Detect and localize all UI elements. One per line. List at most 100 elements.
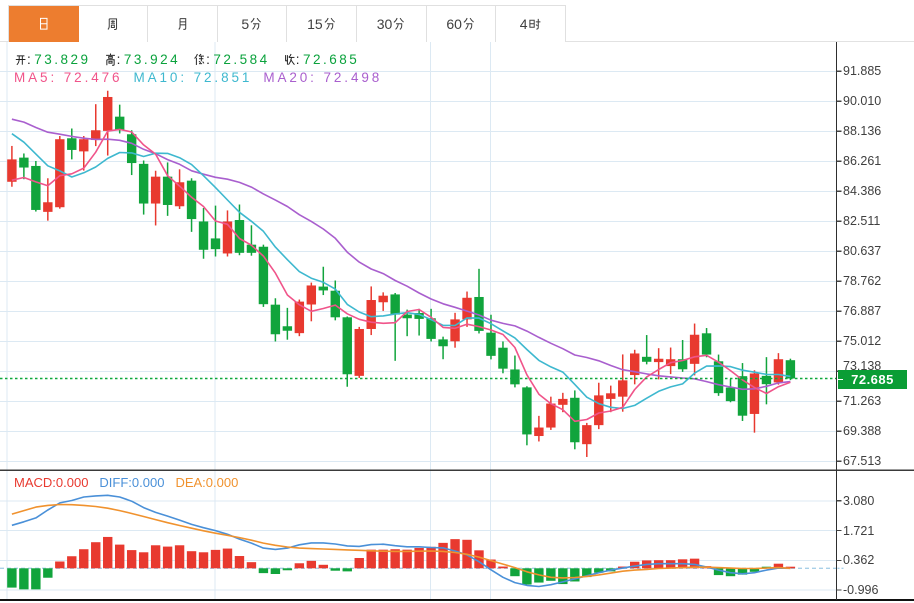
candle-body: [258, 246, 269, 305]
candle-body: [558, 398, 568, 405]
candle-body: [294, 301, 305, 334]
macd-hist-bar: [546, 568, 556, 581]
macd-hist-bar: [162, 546, 173, 569]
cjk-glyph: [39, 18, 48, 30]
ohlc-legend-item: :73.829: [14, 52, 91, 67]
tab-week[interactable]: [78, 6, 149, 42]
macd-hist-bar: [198, 552, 209, 569]
cjk-glyph: [15, 55, 26, 66]
candle-body: [55, 139, 65, 208]
candle-body: [186, 180, 197, 220]
macd-hist-bar: [174, 545, 185, 569]
candle-body: [438, 339, 448, 347]
ma-legend: MA5: 72.476 MA10: 72.851 MA20: 72.498: [14, 70, 382, 85]
tab-5min[interactable]: 5: [217, 6, 288, 42]
tab-day[interactable]: [9, 6, 79, 42]
macd-hist-bar: [773, 563, 784, 569]
macd-hist-bar: [79, 549, 89, 569]
dea-line: [11, 503, 791, 579]
price-axis-label: 80.637: [843, 244, 882, 259]
macd-hist-bar: [138, 552, 149, 569]
candle-body: [402, 314, 412, 319]
candle-body: [138, 163, 149, 204]
current-price-badge: 72.685: [838, 370, 907, 389]
candle-body: [222, 221, 233, 254]
macd-hist-bar: [450, 539, 460, 569]
price-axis-label: 75.012: [843, 334, 882, 349]
price-axis-label: 86.261: [843, 154, 882, 169]
macd-axis-label: 3.080: [843, 493, 875, 508]
candle-body: [701, 333, 712, 355]
macd-hist-bar: [749, 568, 760, 572]
candle-body: [114, 116, 125, 131]
candle-body: [582, 425, 592, 445]
tab-4hour[interactable]: 4: [496, 6, 566, 42]
cjk-glyph: [178, 18, 186, 31]
macd-hist-bar: [510, 568, 520, 577]
badge-tick: [838, 378, 843, 380]
macd-hist-bar: [150, 545, 161, 569]
ohlc-legend-value: 73.924: [123, 52, 181, 67]
macd-hist-bar: [126, 550, 137, 569]
candle-body: [79, 139, 89, 152]
ma-legend-item: MA5: 72.476: [14, 70, 123, 85]
macd-hist-bar: [582, 568, 592, 578]
macd-hist-bar: [486, 559, 496, 569]
candle-body: [725, 387, 736, 402]
candle-body: [713, 361, 724, 394]
price-axis-label: 71.263: [843, 394, 882, 409]
candle-body: [31, 165, 41, 210]
candle-body: [594, 395, 604, 426]
macd-hist-bar: [306, 560, 317, 569]
ohlc-legend-value: 73.829: [34, 52, 91, 67]
macd-hist-bar: [737, 568, 748, 575]
price-axis-label: 91.885: [843, 64, 882, 79]
candle-body: [174, 182, 185, 207]
candle-body: [126, 134, 137, 164]
ma-legend-item: MA10: 72.851: [133, 70, 253, 85]
price-axis-label: 67.513: [843, 454, 882, 469]
macd-hist-bar: [630, 561, 640, 569]
macd-axis-label: 0.362: [843, 553, 875, 568]
candle-body: [653, 358, 664, 363]
cjk-glyph: [324, 18, 335, 31]
candle-body: [198, 221, 209, 250]
macd-hist-bar: [426, 546, 436, 569]
macd-hist-bar: [258, 568, 269, 574]
ohlc-legend-item: :73.924: [104, 52, 181, 67]
ohlc-legend-value: 72.584: [213, 52, 270, 67]
cjk-glyph: [393, 18, 405, 31]
candle-body: [630, 353, 640, 376]
candle-body: [67, 138, 77, 150]
ma20-line: [11, 118, 791, 391]
candle-body: [390, 294, 400, 315]
candle-body: [91, 130, 101, 141]
candle-body: [354, 328, 364, 376]
tab-month[interactable]: [148, 6, 218, 42]
macd-hist-bar: [378, 549, 388, 569]
candle-body: [378, 295, 388, 303]
candle-body: [522, 387, 532, 435]
macd-hist-bar: [7, 568, 17, 588]
macd-hist-bar: [558, 568, 568, 585]
macd-hist-bar: [438, 542, 448, 569]
candle-body: [162, 176, 173, 205]
candle-body: [462, 297, 472, 320]
macd-hist-bar: [186, 551, 197, 569]
cjk-glyph: [250, 18, 262, 31]
macd-hist-bar: [390, 549, 400, 569]
cjk-glyph: [284, 53, 295, 66]
ma-legend-item: MA20: 72.498: [263, 70, 383, 85]
macd-hist-bar: [498, 566, 508, 569]
macd-hist-bar: [210, 549, 221, 569]
cjk-glyph: [107, 18, 118, 31]
macd-hist-bar: [522, 568, 532, 585]
macd-hist-bar: [402, 549, 412, 569]
